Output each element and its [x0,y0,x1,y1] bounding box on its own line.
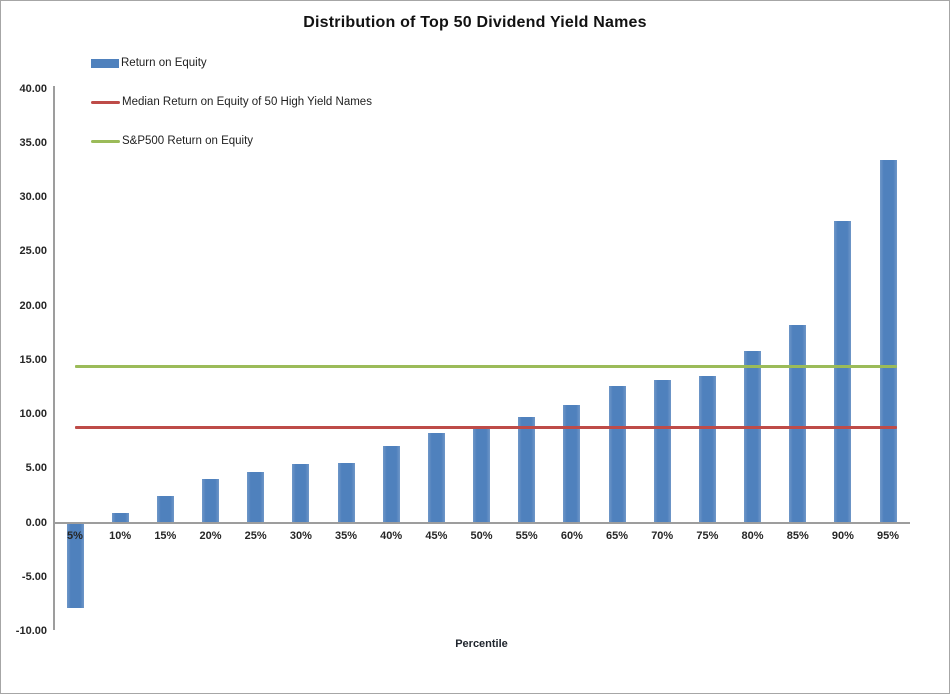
x-tick-label: 40% [380,530,403,542]
y-tick-label: 20.00 [19,299,47,312]
bar [518,417,536,523]
legend-bar-swatch-icon [91,58,119,68]
legend-item-median-line: Median Return on Equity of 50 High Yield… [91,95,372,109]
x-tick-label: 10% [109,530,132,542]
y-tick-label: 40.00 [19,82,47,95]
x-axis-title: Percentile [455,638,508,650]
bar [879,160,897,523]
legend-item-sp500-line: S&P500 Return on Equity [91,134,253,148]
y-tick-label: 0.00 [25,516,47,529]
bar [608,385,626,523]
bar [111,512,129,523]
bar [427,432,445,523]
y-tick-label: 5.00 [25,462,47,475]
x-tick-label: 85% [786,530,809,542]
bar [156,496,174,523]
x-tick-label: 30% [289,530,312,542]
y-tick-label: -5.00 [21,570,47,583]
y-tick-label: 10.00 [19,408,47,421]
bar [563,405,581,523]
y-axis-line [53,86,55,630]
bar [382,445,400,523]
chart-title: Distribution of Top 50 Dividend Yield Na… [303,14,647,31]
bar [744,351,762,523]
bar [247,471,265,523]
x-tick-label: 70% [651,530,674,542]
x-tick-label: 5% [67,530,83,542]
bar [202,479,219,523]
median-roe-line [75,425,897,429]
legend-label: S&P500 Return on Equity [122,135,254,147]
bar [337,462,355,523]
bar [653,380,671,523]
x-tick-label: 90% [831,530,854,542]
x-tick-label: 65% [606,530,629,542]
legend-label: Median Return on Equity of 50 High Yield… [122,96,372,108]
legend-label: Return on Equity [121,57,207,69]
bar [789,325,807,523]
legend-item-return-on-equity: Return on Equity [91,56,207,70]
bar [473,427,491,523]
y-tick-label: -10.00 [15,624,47,637]
x-tick-label: 60% [560,530,583,542]
legend-sp500-line-swatch-icon [91,139,120,143]
legend-median-line-swatch-icon [91,100,120,104]
x-tick-label: 95% [877,530,900,542]
x-axis-line [53,522,910,524]
bar [698,376,716,523]
bar [834,221,852,523]
y-tick-label: 15.00 [19,353,47,366]
y-tick-label: 35.00 [19,137,47,150]
x-tick-label: 55% [515,530,538,542]
bar [292,463,310,523]
x-tick-label: 75% [696,530,719,542]
x-tick-label: 45% [425,530,448,542]
sp500-roe-line [75,364,897,368]
x-tick-label: 20% [199,530,222,542]
y-tick-label: 25.00 [19,245,47,258]
bar [66,523,84,609]
x-tick-label: 50% [470,530,493,542]
x-tick-label: 35% [335,530,358,542]
x-tick-label: 15% [154,530,177,542]
x-tick-label: 80% [741,530,764,542]
y-tick-label: 30.00 [19,191,47,204]
x-tick-label: 25% [244,530,267,542]
